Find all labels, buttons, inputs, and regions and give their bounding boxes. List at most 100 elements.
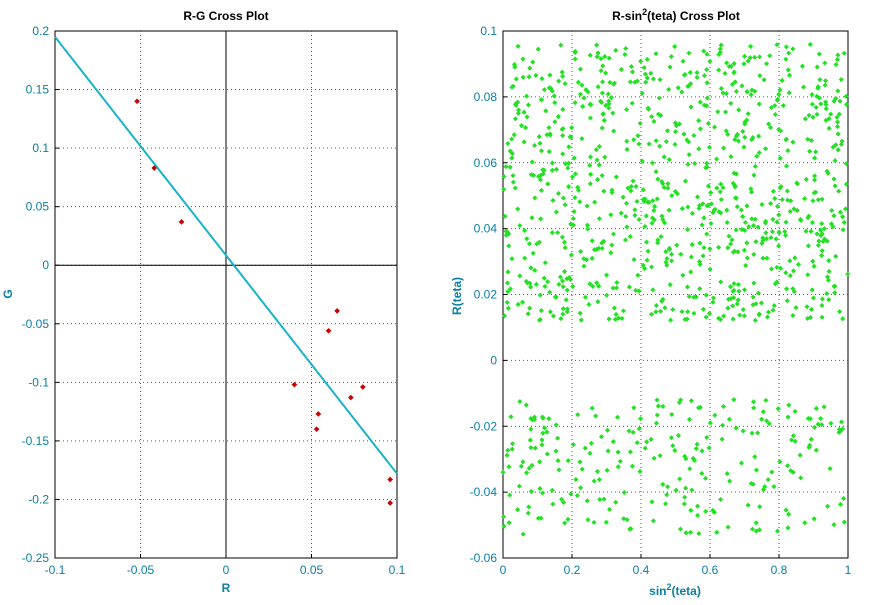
r-sin2-data-point [735, 297, 741, 303]
r-sin2-data-point [523, 402, 529, 408]
r-sin2-data-point [779, 77, 785, 84]
r-sin2-data-point [533, 281, 539, 287]
r-sin2-data-point [606, 506, 613, 512]
r-sin2-data-point [813, 149, 819, 155]
r-sin2-data-point [785, 197, 791, 203]
r-sin2-data-point [633, 287, 639, 293]
r-sin2-data-point [682, 494, 688, 500]
r-sin2-data-point [608, 95, 614, 101]
r-sin2-data-point [504, 452, 510, 458]
r-sin2-data-point [564, 287, 570, 293]
r-sin2-data-point [826, 297, 832, 303]
r-sin2-data-point [664, 256, 670, 262]
r-sin2-data-point [676, 400, 682, 406]
r-sin2-data-point [700, 306, 706, 312]
r-sin2-data-point [608, 250, 614, 256]
r-sin2-data-point [753, 301, 759, 307]
r-sin2-data-point [598, 56, 604, 62]
rg-plot-title: R-G Cross Plot [183, 9, 268, 23]
r-sin2-data-point [668, 435, 674, 441]
r-sin2-data-point [725, 245, 731, 251]
r-sin2-data-point [663, 139, 669, 145]
r-sin2-data-point [599, 245, 605, 251]
r-sin2-data-point [679, 206, 685, 212]
r-sin2-data-point [704, 434, 710, 441]
r-sin2-data-point [685, 309, 691, 315]
r-sin2-data-point [837, 209, 843, 215]
r-sin2-data-point [509, 446, 515, 452]
r-sin2-data-point [725, 305, 731, 311]
r-sin2-data-point [549, 487, 555, 493]
r-sin2-data-point [505, 289, 511, 295]
r-sin2-data-point [824, 291, 830, 297]
r-sin2-data-point [707, 246, 713, 252]
r-sin2-data-point [704, 164, 710, 170]
r-sin2-data-point [532, 267, 538, 273]
r-sin2-data-point [755, 430, 761, 436]
r-sin2-data-point [770, 188, 776, 194]
rg-data-point [334, 308, 340, 314]
r-sin2-data-point [606, 316, 612, 322]
r-sin2-data-point [635, 272, 641, 278]
r-sin2-y-tick-label: -0.06 [470, 551, 498, 565]
r-sin2-data-point [794, 207, 800, 214]
r-sin2-data-point [657, 453, 663, 459]
r-sin2-data-point [831, 176, 837, 182]
r-sin2-x-tick-label: 0.8 [771, 563, 788, 577]
r-sin2-data-point [836, 426, 842, 432]
r-sin2-data-point [677, 476, 683, 482]
r-sin2-data-point [613, 285, 620, 291]
r-sin2-data-point [736, 288, 742, 294]
r-sin2-data-point [813, 104, 819, 110]
r-sin2-data-point [560, 306, 566, 312]
r-sin2-data-point [697, 99, 703, 105]
rg-y-tick-labels: -0.25 -0.2 -0.15 -0.1 -0.05 0 0.05 0.1 0.15 0.2 [22, 24, 50, 565]
r-sin2-data-point [541, 167, 547, 173]
r-sin2-data-point [547, 289, 553, 295]
r-sin2-data-point [615, 449, 621, 455]
r-sin2-data-point [627, 449, 633, 455]
r-sin2-data-point [504, 299, 510, 306]
r-sin2-y-tick-labels: -0.06 -0.04 -0.02 0 0.02 0.04 0.06 0.08 0.1 [470, 24, 498, 565]
r-sin2-data-point [544, 451, 550, 457]
r-sin2-data-point [595, 177, 601, 183]
r-sin2-data-point [606, 105, 612, 111]
r-sin2-data-point [735, 281, 741, 288]
r-sin2-data-point [741, 61, 747, 67]
r-sin2-data-point [773, 236, 779, 242]
r-sin2-data-point [721, 313, 727, 319]
r-sin2-y-tick-label: 0 [490, 353, 497, 367]
r-sin2-data-point [739, 83, 745, 89]
r-sin2-data-point [766, 421, 772, 427]
r-sin2-data-point [783, 136, 790, 142]
r-sin2-data-point [809, 220, 815, 226]
r-sin2-data-point [810, 295, 816, 301]
r-sin2-data-point [736, 107, 742, 113]
r-sin2-data-point [571, 155, 577, 161]
r-sin2-data-point [753, 467, 759, 473]
r-sin2-data-point [756, 527, 763, 533]
rg-y-axis-label: G [1, 289, 15, 298]
r-sin2-data-point [666, 157, 672, 163]
r-sin2-x-tick-label: 0 [500, 563, 507, 577]
r-sin2-data-point [832, 290, 838, 296]
r-sin2-data-point [670, 307, 676, 313]
r-sin2-data-point [600, 111, 606, 117]
r-sin2-data-point [745, 58, 751, 64]
r-sin2-data-point [840, 227, 846, 233]
r-sin2-data-point [785, 148, 791, 154]
rg-data-point [325, 327, 332, 334]
r-sin2-data-point [669, 411, 675, 418]
r-sin2-data-point [584, 203, 590, 209]
r-sin2-data-point [706, 144, 713, 150]
r-sin2-data-point [749, 189, 755, 195]
r-sin2-data-point [708, 201, 715, 207]
r-sin2-data-point [742, 121, 748, 127]
r-sin2-data-point [726, 416, 732, 422]
r-sin2-data-point [655, 240, 661, 246]
r-sin2-data-point [809, 101, 815, 107]
r-sin2-data-point [749, 526, 756, 532]
r-sin2-data-point [538, 187, 544, 193]
r-sin2-data-point [596, 477, 602, 483]
r-sin2-data-point [726, 233, 732, 239]
